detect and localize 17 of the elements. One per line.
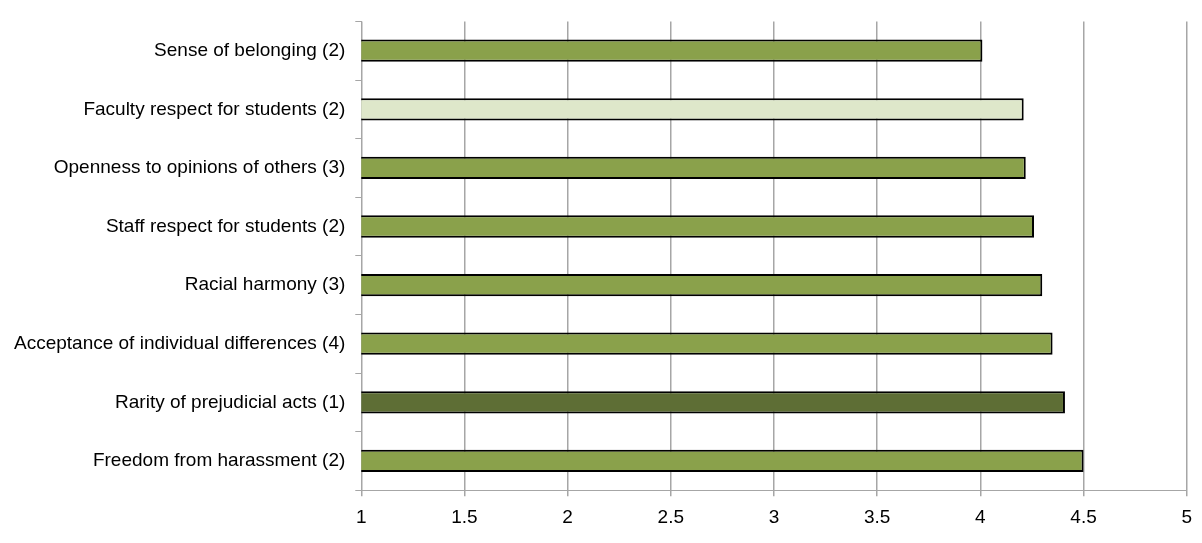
y-tick-label: Staff respect for students (2) bbox=[105, 214, 346, 236]
x-tick-label: 2 bbox=[562, 505, 573, 527]
x-tick-label: 1.5 bbox=[451, 505, 478, 527]
y-tick-label: Faculty respect for students (2) bbox=[83, 97, 346, 119]
x-tick-label: 4 bbox=[975, 505, 987, 527]
y-tick-label: Openness to opinions of others (3) bbox=[53, 156, 346, 178]
y-tick-label: Acceptance of individual differences (4) bbox=[13, 331, 346, 353]
x-tick-label: 3.5 bbox=[863, 505, 891, 527]
x-tick-label: 5 bbox=[1181, 505, 1193, 527]
x-tick-label: 4.5 bbox=[1070, 505, 1097, 527]
y-tick-label: Freedom from harassment (2) bbox=[92, 449, 346, 471]
y-tick-label: Racial harmony (3) bbox=[184, 273, 346, 295]
x-tick-label: 2.5 bbox=[657, 505, 685, 527]
y-tick-label: Sense of belonging (2) bbox=[154, 38, 346, 60]
x-tick-label: 3 bbox=[768, 505, 780, 527]
x-tick-label: 1 bbox=[356, 505, 367, 527]
y-tick-label: Rarity of prejudicial acts (1) bbox=[115, 390, 346, 412]
